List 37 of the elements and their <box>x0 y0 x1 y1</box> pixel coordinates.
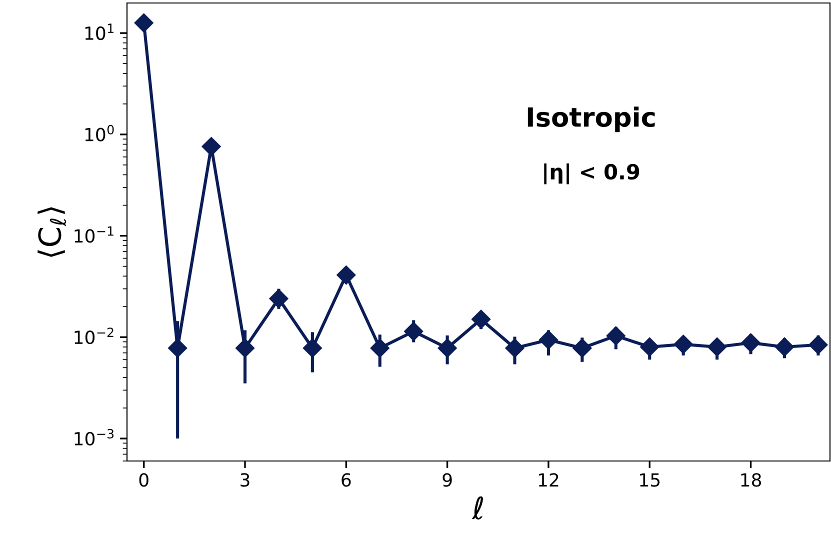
point <box>404 322 424 341</box>
x-tick-label: 6 <box>342 473 351 487</box>
point <box>640 337 660 357</box>
point <box>708 337 727 357</box>
x-tick-label: 0 <box>139 473 148 487</box>
point <box>538 330 558 350</box>
y-axis-title: ⟨C$_{ℓ}$⟩ <box>38 207 66 257</box>
x-tick-label: 18 <box>741 473 762 487</box>
point <box>808 335 828 354</box>
x-axis-title: ℓ <box>472 496 483 520</box>
point <box>336 266 356 285</box>
point <box>438 338 457 358</box>
point <box>606 326 626 346</box>
point <box>370 338 390 358</box>
point <box>471 310 491 329</box>
point <box>774 337 794 357</box>
point <box>741 333 760 352</box>
y-tick-label: 10$^{−2}$ <box>74 328 114 344</box>
y-tick-label: 10$^{−1}$ <box>74 226 114 243</box>
point <box>269 289 288 308</box>
point <box>134 13 154 32</box>
y-tick-label: 10$^{1}$ <box>85 24 114 40</box>
point <box>202 136 221 156</box>
point <box>505 338 524 358</box>
y-tick-label: 10$^{0}$ <box>85 124 114 142</box>
point <box>674 334 693 354</box>
point <box>302 338 322 358</box>
annotation: Isotropic <box>528 106 655 132</box>
point <box>235 338 255 358</box>
annotation: |η| < 0.9 <box>544 163 640 184</box>
y-tick-label: 10$^{−3}$ <box>74 428 114 446</box>
point <box>572 338 592 358</box>
x-tick-label: 12 <box>538 473 558 487</box>
point <box>168 338 188 358</box>
x-tick-label: 15 <box>640 473 660 487</box>
x-tick-label: 9 <box>442 473 452 487</box>
x-tick-label: 3 <box>240 473 250 487</box>
